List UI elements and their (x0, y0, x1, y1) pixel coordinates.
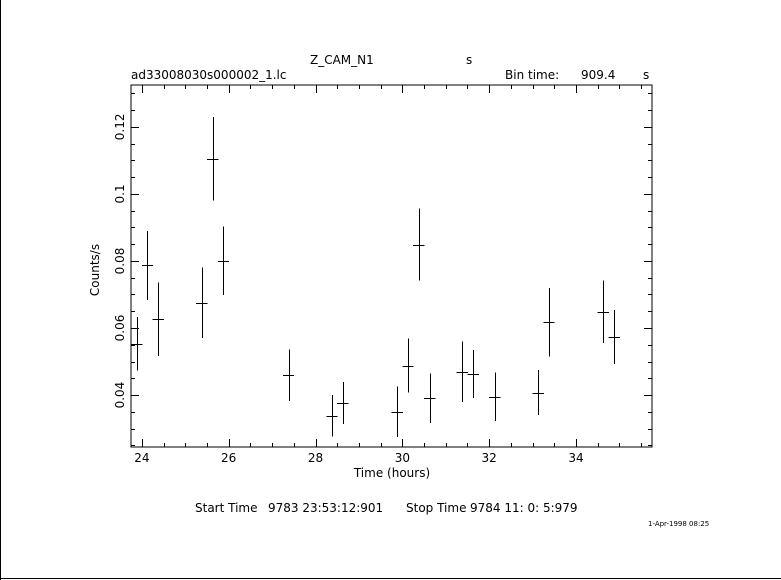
data-point (424, 373, 436, 423)
x-tick-label: 32 (482, 451, 497, 465)
data-point (152, 282, 164, 357)
data-point (391, 386, 403, 437)
x-axis-label: Time (hours) (353, 466, 430, 480)
data-point (608, 310, 620, 364)
data-point (597, 280, 610, 344)
data-point (456, 341, 468, 402)
bin-time-value: 909.4 (581, 68, 616, 82)
data-point (217, 226, 230, 295)
start-time-value: 9783 23:53:12:901 (268, 501, 384, 515)
data-point (543, 288, 555, 357)
bin-time-unit: s (643, 68, 650, 82)
data-point (413, 208, 425, 281)
plot-axes: 24 26 28 30 32 34 0.04 0.06 0.08 0.1 0.12 (113, 84, 653, 465)
stop-time-value: 9784 11: 0: 5:979 (470, 501, 578, 515)
data-point (489, 372, 501, 421)
target-unit: s (466, 53, 473, 67)
data-point (337, 381, 349, 425)
data-point (196, 267, 208, 339)
file-name: ad33008030s000002_1.lc (131, 68, 287, 82)
y-axis-label: Counts/s (88, 244, 102, 296)
y-tick-label: 0.12 (113, 114, 127, 141)
data-point (402, 338, 414, 393)
x-tick-label: 26 (221, 451, 236, 465)
x-tick-label: 28 (308, 451, 323, 465)
plot-frame (130, 84, 653, 448)
data-point (206, 116, 219, 201)
start-time-label: Start Time (195, 501, 258, 515)
plot-timestamp: 1-Apr-1998 08:25 (648, 520, 710, 528)
y-tick-label: 0.06 (113, 315, 127, 342)
data-point (131, 316, 143, 371)
data-point (282, 349, 295, 402)
data-point (532, 370, 544, 416)
target-name: Z_CAM_N1 (310, 53, 374, 67)
x-tick-label: 34 (568, 451, 583, 465)
window-left-border (0, 0, 1, 580)
y-tick-label: 0.08 (113, 248, 127, 275)
y-tick-label: 0.1 (113, 184, 127, 203)
y-tick-label: 0.04 (113, 382, 127, 409)
x-tick-label: 30 (395, 451, 410, 465)
data-point (467, 349, 479, 399)
data-point (326, 395, 338, 437)
data-point (141, 230, 154, 300)
bin-time-label: Bin time: (505, 68, 560, 82)
window-bottom-border (0, 578, 781, 579)
stop-time-label: Stop Time (406, 501, 467, 515)
plot-data (131, 116, 620, 437)
x-tick-label: 24 (134, 451, 149, 465)
